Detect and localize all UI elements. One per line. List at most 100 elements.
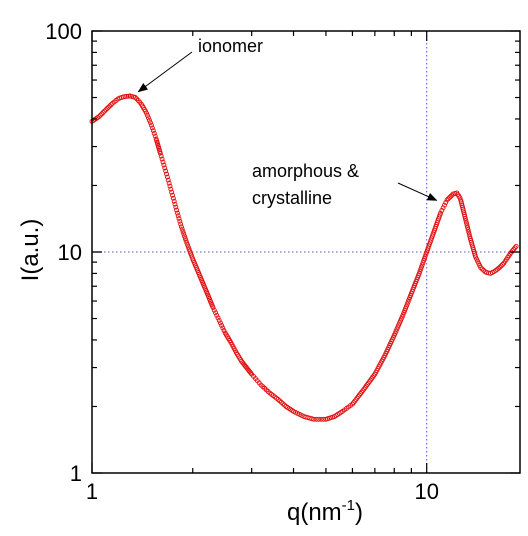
y-tick-label: 1 <box>70 461 82 486</box>
data-point <box>171 198 177 204</box>
data-point <box>124 93 130 99</box>
data-point <box>214 312 220 318</box>
data-point <box>185 242 191 248</box>
data-point <box>169 189 175 195</box>
data-point <box>99 111 105 117</box>
data-point <box>165 177 171 183</box>
data-point <box>421 258 427 264</box>
x-tick-label: 1 <box>86 479 98 504</box>
data-point <box>161 162 167 168</box>
data-point <box>125 93 131 99</box>
data-point <box>465 225 471 230</box>
data-point <box>318 416 324 422</box>
data-point <box>146 115 151 121</box>
data-point <box>147 117 152 123</box>
data-point <box>170 195 176 201</box>
data-point <box>148 122 154 128</box>
data-point <box>183 238 189 244</box>
data-point <box>462 213 468 219</box>
data-point <box>211 307 217 313</box>
data-point <box>147 120 153 126</box>
data-point <box>422 253 428 259</box>
data-point <box>166 180 172 186</box>
data-point <box>416 270 422 276</box>
data-point <box>443 200 449 206</box>
data-point <box>210 305 216 311</box>
data-point <box>439 208 445 213</box>
data-point <box>465 227 471 233</box>
data-point <box>172 201 178 207</box>
data-point <box>164 171 169 177</box>
data-point <box>464 222 470 228</box>
data-point <box>219 323 225 328</box>
annotation-amorphous-arrow <box>397 182 438 201</box>
data-point <box>462 216 468 222</box>
y-axis-title: I(a.u.) <box>17 219 44 282</box>
data-point <box>175 213 181 219</box>
data-point <box>497 264 503 270</box>
data-point <box>177 218 183 224</box>
data-point <box>511 246 517 252</box>
data-point <box>438 210 444 216</box>
data-point <box>184 240 190 246</box>
data-point <box>122 94 128 99</box>
data-point <box>107 103 113 109</box>
annotation-amorphous-label: amorphous & <box>252 161 359 181</box>
data-point <box>311 416 317 422</box>
data-point <box>145 113 150 119</box>
data-point <box>423 251 429 257</box>
data-point <box>185 244 191 250</box>
data-point <box>174 210 180 216</box>
data-point <box>496 265 502 271</box>
data-point <box>180 229 186 234</box>
x-axis-title: q(nm-1) <box>287 497 363 526</box>
series-markers <box>89 93 519 422</box>
data-point <box>419 264 424 270</box>
data-point <box>159 156 165 162</box>
data-point <box>163 168 169 174</box>
data-point <box>96 114 102 120</box>
data-point <box>217 320 223 326</box>
data-point <box>313 416 319 422</box>
data-point <box>220 325 226 331</box>
annotations: ionomer amorphous & crystalline <box>137 36 438 208</box>
data-point <box>164 174 170 180</box>
data-point <box>158 153 164 159</box>
data-point <box>100 110 106 115</box>
data-point <box>248 370 254 376</box>
data-point <box>466 229 472 235</box>
data-point <box>440 205 446 211</box>
data-point <box>170 192 175 198</box>
data-point <box>173 204 179 210</box>
data-point <box>418 266 424 272</box>
axis-ticks: 1 10 100 1 10 <box>45 19 520 504</box>
data-point <box>182 233 187 239</box>
data-point <box>168 186 174 192</box>
data-point <box>151 130 157 136</box>
data-point <box>420 260 426 266</box>
annotation-ionomer-arrow <box>137 51 193 93</box>
y-tick-label: 100 <box>45 19 82 44</box>
data-point <box>422 255 427 261</box>
data-point <box>152 133 158 139</box>
y-tick-label: 10 <box>58 240 82 265</box>
data-point <box>150 128 156 134</box>
data-point <box>160 159 166 165</box>
data-point <box>149 125 155 131</box>
reference-lines <box>92 31 520 473</box>
data-point <box>167 183 173 189</box>
data-point <box>178 221 184 227</box>
data-point <box>105 104 111 110</box>
data-point <box>103 107 109 113</box>
data-point <box>498 263 504 269</box>
data-point <box>513 243 519 249</box>
data-point <box>144 110 149 116</box>
data-point <box>102 108 107 114</box>
data-point <box>182 236 188 242</box>
data-point <box>221 328 227 333</box>
data-point <box>464 220 469 226</box>
data-point <box>162 165 168 171</box>
data-point <box>213 310 218 316</box>
x-tick-label: 10 <box>414 479 438 504</box>
